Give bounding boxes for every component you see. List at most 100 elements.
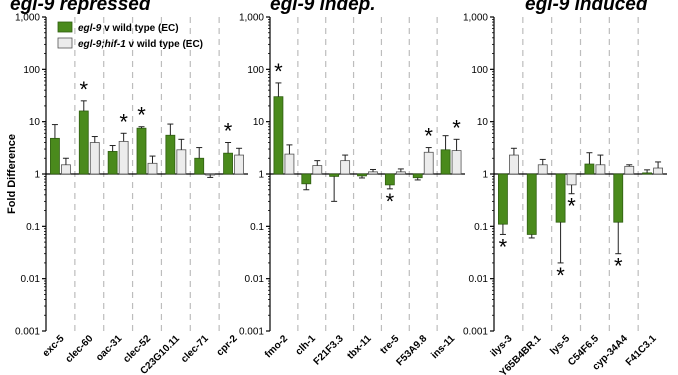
bar-egl9-ilys-3 — [498, 173, 508, 225]
bar-egl9-clh-1 — [301, 173, 312, 185]
bar-egl9-hif1-Y65B4BR.1 — [537, 164, 548, 175]
y-tick-label: 0.1 — [250, 222, 264, 233]
bar-egl9-C23G10.11 — [165, 134, 176, 175]
bar-egl9-hif1-clec-52 — [147, 162, 158, 175]
bar-egl9-F41C3.1 — [642, 172, 652, 175]
chart-panel-1: 0.001 0.01 0.1 1 10 100 1,000 Fold Difference ex… — [6, 13, 248, 375]
category-label: fmo-2 — [263, 333, 290, 360]
bar-egl9-Y65B4BR.1 — [526, 173, 537, 235]
bar-egl9-clec-71 — [194, 157, 205, 175]
y-tick-label: 1 — [482, 170, 488, 181]
significance-star: * — [224, 118, 233, 143]
bar-egl9-hif1-ilys-3 — [509, 154, 519, 175]
bar-egl9-cpr-2 — [223, 152, 233, 175]
category-label: lys-5 — [548, 333, 572, 357]
significance-star: * — [556, 263, 565, 288]
bar-egl9-hif1-F21F3.3 — [340, 160, 351, 175]
bar-egl9-fmo-2 — [273, 96, 284, 175]
y-tick-label: 10 — [29, 117, 41, 128]
bar-egl9-lys-5 — [555, 173, 566, 223]
significance-star: * — [614, 254, 623, 279]
significance-star: * — [567, 194, 576, 219]
y-tick-label: 1,000 — [463, 13, 488, 24]
bar-egl9-exc-5 — [50, 137, 60, 175]
significance-star: * — [80, 77, 89, 102]
bar-egl9-hif1-exc-5 — [61, 164, 71, 175]
bar-egl9-hif1-tbx-11 — [368, 171, 378, 175]
category-label: clec-71 — [179, 333, 211, 365]
bar-egl9-hif1-F53A9.8 — [423, 151, 434, 175]
bar-egl9-hif1-C23G10.11 — [176, 149, 187, 175]
panel-header-3: egl-9 induced — [525, 0, 648, 15]
category-label: clh-1 — [294, 333, 319, 358]
y-tick-label: 100 — [23, 65, 40, 76]
bar-egl9-clec-60 — [78, 110, 89, 175]
y-axis-title: Fold Difference — [6, 134, 18, 214]
y-tick-label: 0.001 — [239, 327, 264, 338]
chart-panel-2: 0.001 0.01 0.1 1 10 100 1,000 fmo-2 clh-1F21F3.3… — [239, 13, 465, 368]
category-label: oac-31 — [94, 333, 124, 363]
bar-egl9-hif1-clec-60 — [89, 142, 100, 175]
legend-swatch — [57, 37, 73, 49]
legend-label: egl-9 v wild type (EC) — [78, 23, 179, 34]
category-label: F53A9.8 — [394, 333, 429, 368]
y-tick-label: 100 — [471, 65, 488, 76]
y-tick-label: 1,000 — [15, 13, 40, 24]
bar-egl9-hif1-fmo-2 — [284, 153, 295, 175]
legend: egl-9 v wild type (EC) egl-9;hif-1 v wild… — [57, 21, 203, 50]
bar-egl9-clec-52 — [136, 127, 147, 175]
bar-egl9-hif1-cpr-2 — [234, 154, 244, 175]
panel-header-1: egl-9 repressed — [10, 0, 151, 15]
bar-egl9-oac-31 — [107, 151, 118, 175]
y-tick-label: 0.01 — [21, 274, 41, 285]
panel-header-2: egl-9 indep. — [270, 0, 376, 15]
y-tick-label: 0.001 — [15, 327, 40, 338]
significance-star: * — [452, 115, 461, 140]
bar-egl9-F21F3.3 — [329, 173, 340, 177]
significance-star: * — [424, 124, 433, 149]
y-tick-label: 1,000 — [239, 13, 264, 24]
y-tick-label: 0.01 — [245, 274, 265, 285]
bar-egl9-hif1-F41C3.1 — [653, 167, 663, 175]
y-tick-label: 10 — [477, 117, 489, 128]
category-label: tre-5 — [378, 333, 401, 356]
y-tick-label: 0.1 — [474, 222, 488, 233]
category-label: F41C3.1 — [624, 333, 659, 368]
y-tick-label: 10 — [253, 117, 265, 128]
significance-star: * — [386, 189, 395, 214]
significance-star: * — [137, 103, 146, 128]
bar-egl9-cyp-34A4 — [613, 173, 624, 223]
bar-egl9-hif1-cyp-34A4 — [624, 165, 635, 175]
category-label: cpr-2 — [215, 333, 240, 358]
y-tick-label: 1 — [34, 170, 40, 181]
bar-egl9-hif1-tre-5 — [395, 171, 406, 175]
significance-star: * — [119, 109, 128, 134]
bar-egl9-hif1-lys-5 — [566, 173, 577, 186]
category-label: tbx-11 — [345, 333, 374, 362]
bar-egl9-hif1-oac-31 — [118, 140, 129, 175]
header-fragments: egl-9 repressed egl-9 indep. egl-9 induced — [10, 0, 648, 15]
significance-star: * — [274, 59, 283, 84]
legend-label: egl-9;hif-1 v wild type (EC) — [78, 39, 203, 50]
y-tick-label: 0.1 — [26, 222, 40, 233]
legend-swatch — [57, 21, 73, 33]
category-label: exc-5 — [41, 333, 67, 359]
chart-panels: 0.001 0.01 0.1 1 10 100 1,000 Fold Difference ex… — [6, 13, 667, 375]
bar-egl9-hif1-C54F6.5 — [595, 164, 606, 175]
category-label: F21F3.3 — [312, 333, 346, 367]
bar-egl9-tbx-11 — [357, 173, 367, 177]
significance-star: * — [499, 234, 508, 259]
bar-egl9-ins-11 — [440, 149, 451, 175]
y-tick-label: 100 — [247, 65, 264, 76]
y-tick-label: 1 — [258, 170, 264, 181]
y-tick-label: 0.01 — [469, 274, 489, 285]
y-tick-label: 0.001 — [463, 327, 488, 338]
bar-egl9-tre-5 — [384, 173, 395, 186]
category-label: ilys-3 — [489, 333, 515, 359]
category-label: clec-60 — [64, 333, 96, 365]
bar-egl9-C54F6.5 — [584, 163, 595, 175]
bar-egl9-hif1-clh-1 — [312, 165, 323, 175]
bar-egl9-F53A9.8 — [412, 173, 423, 179]
